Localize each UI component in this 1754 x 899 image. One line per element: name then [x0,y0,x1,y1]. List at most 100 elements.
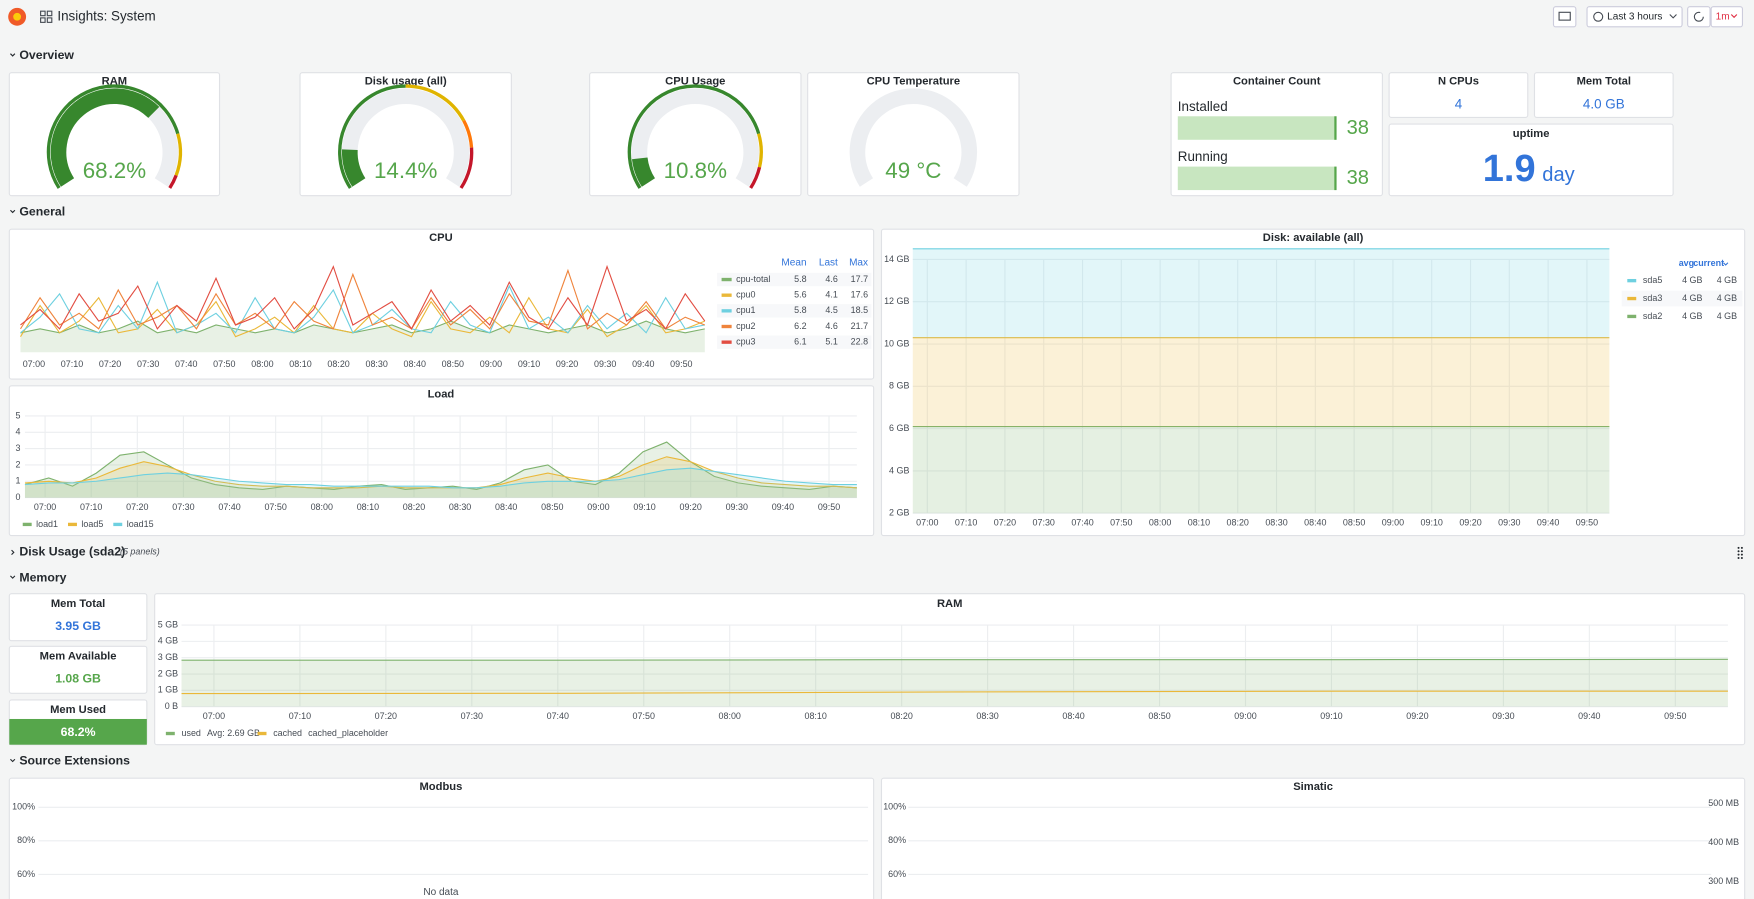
x-tick-label: 08:40 [1062,711,1084,721]
panel-title: CPU Usage [665,76,725,88]
section-header[interactable]: Source Extensions [19,754,130,768]
series-line [20,264,706,330]
x-tick-label: 07:00 [23,359,45,369]
legend-name: cpu2 [736,321,755,331]
y-tick-label: 3 GB [158,652,178,662]
area-fill [912,426,1610,514]
collapse-icon[interactable] [10,575,16,579]
panel [8,593,148,642]
legend-name: sda5 [1643,275,1662,285]
section-header[interactable]: Memory [19,570,66,584]
legend-row [1621,290,1743,307]
refresh-icon[interactable] [1693,11,1704,22]
bar [1177,116,1337,140]
tv-mode-button[interactable] [1552,6,1577,28]
gauge-threshold [405,84,466,122]
dashboard-title[interactable]: Insights: System [57,8,155,23]
grafana-logo[interactable] [8,7,27,26]
panel [1533,72,1674,118]
x-tick-label: 08:50 [442,359,464,369]
x-tick-label: 07:50 [264,502,286,512]
gauge-value-label: 68.2% [83,158,147,183]
section-header[interactable]: Disk Usage (sda2) [19,545,125,559]
panel-title: CPU Temperature [867,76,961,88]
x-tick-label: 08:30 [1265,518,1287,528]
legend-value: 5.8 [794,305,806,315]
section-header[interactable]: General [19,205,65,219]
x-tick-label: 07:30 [172,502,194,512]
stat-value: 4 [1455,97,1463,112]
panel [1388,72,1529,118]
bar-edge [1334,166,1337,191]
logo-center[interactable] [13,12,22,21]
legend-header: Max [849,257,868,268]
legend-name: used [182,728,201,738]
monitor-icon[interactable] [1558,11,1571,21]
section-header[interactable]: Overview [19,48,74,62]
gauge-threshold [46,84,180,189]
x-tick-label: 08:00 [251,359,273,369]
dot[interactable] [1740,546,1743,549]
legend-value: 4 GB [1717,275,1737,285]
dot[interactable] [1737,556,1740,559]
dot[interactable] [1737,546,1740,549]
dot[interactable] [1737,553,1740,556]
chevron[interactable] [1730,14,1738,19]
clock-icon[interactable] [1593,11,1604,22]
y2-tick-label: 500 MB [1708,798,1739,808]
expand-icon[interactable] [11,549,15,556]
x-tick-label: 08:10 [1188,518,1210,528]
legend-value: 5.6 [794,290,806,300]
collapse-icon[interactable] [10,53,16,57]
gauge-threshold [174,133,183,176]
legend-value: 4 GB [1717,293,1737,303]
legend-row [717,272,872,287]
y-tick-label: 10 GB [884,338,909,348]
y-tick-label: 100% [12,802,35,812]
stat-value: 1.08 GB [55,672,101,686]
drag-handle[interactable] [1737,546,1743,559]
dot[interactable] [1740,556,1743,559]
icon-square [40,10,46,17]
legend-header: Mean [781,257,806,268]
refresh-interval-label[interactable]: 1m [1716,11,1730,22]
x-tick-label: 07:30 [461,711,483,721]
legend-value: 18.5 [851,305,868,315]
collapse-icon[interactable] [10,758,16,763]
x-tick-label: 08:20 [1227,518,1249,528]
x-tick-label: 07:40 [1071,518,1093,528]
legend-value: 6.2 [794,321,806,331]
time-range[interactable]: Last 3 hours [1607,11,1662,22]
x-tick-label: 07:40 [547,711,569,721]
bar-edge [1334,116,1337,140]
chevron[interactable] [1669,14,1677,19]
panel-title: Load [428,389,455,401]
x-tick-label: 07:30 [137,359,159,369]
legend-name: cpu-total [736,274,770,284]
refresh-button[interactable] [1687,6,1711,28]
dot[interactable] [1740,550,1743,553]
x-tick-label: 07:00 [34,502,56,512]
x-tick-label: 07:10 [955,518,977,528]
collapse-icon[interactable] [10,209,16,214]
dot[interactable] [1737,550,1740,553]
stat-background [9,718,147,745]
panel-title: Mem Used [50,704,106,716]
dot[interactable] [1740,553,1743,556]
y-tick-label: 14 GB [884,254,909,264]
x-tick-label: 09:40 [1578,711,1600,721]
refresh-interval[interactable] [1710,6,1744,28]
gauge-track [341,88,470,187]
gauge-threshold [459,147,474,189]
x-tick-label: 07:30 [1033,518,1055,528]
x-tick-label: 08:40 [404,359,426,369]
gauge-threshold [627,84,761,189]
y2-tick-label: 400 MB [1708,837,1739,847]
bar-label: Running [1178,149,1228,164]
x-tick-label: 09:20 [556,359,578,369]
time-picker[interactable] [1586,6,1683,28]
gauge-value [631,157,656,187]
panel-title: Container Count [1233,76,1321,88]
x-tick-label: 08:30 [365,359,387,369]
